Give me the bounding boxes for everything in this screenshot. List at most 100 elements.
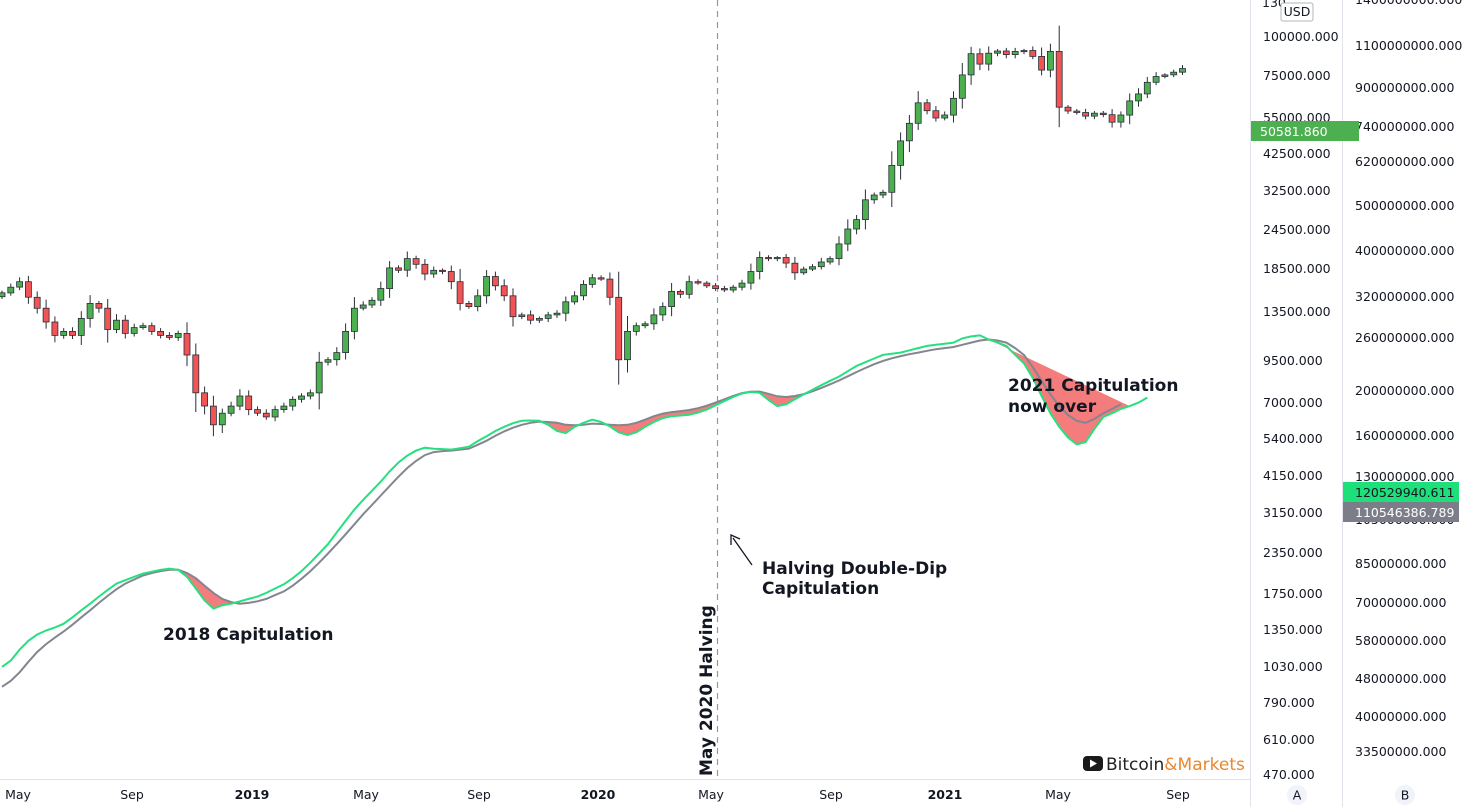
price-b-tick-label: 48000000.000: [1355, 671, 1447, 686]
price-a-tick-label: 610.000: [1263, 732, 1315, 747]
candle: [456, 268, 464, 311]
candle: [1170, 69, 1178, 78]
current-price-tag[interactable]: 50581.860: [1251, 121, 1359, 141]
time-tick-label: Sep: [1166, 787, 1190, 802]
candle: [1126, 93, 1134, 125]
candle: [368, 297, 376, 308]
candle: [0, 290, 6, 299]
capitulation-fill: [178, 569, 240, 609]
price-b-tick-label: 160000000.000: [1355, 428, 1454, 443]
candle: [553, 310, 561, 318]
candle: [254, 406, 261, 416]
candle: [817, 257, 825, 270]
candle: [183, 322, 191, 367]
candle: [24, 275, 32, 304]
candle: [1143, 76, 1151, 99]
candle: [69, 327, 76, 339]
candle: [879, 189, 887, 199]
candle: [888, 151, 896, 208]
candle: [606, 272, 614, 306]
candle: [148, 322, 156, 335]
candle: [1002, 47, 1010, 59]
candle: [412, 255, 420, 269]
watermark-markets: &Markets: [1164, 755, 1245, 775]
candle: [1135, 88, 1142, 107]
price-b-tick-label: 1100000000.000: [1355, 38, 1462, 53]
candle: [738, 279, 746, 291]
candle: [773, 256, 781, 262]
candle: [712, 283, 719, 291]
svg-text:A: A: [1293, 788, 1302, 803]
usd-unit-label[interactable]: USD: [1280, 2, 1314, 22]
candle: [51, 316, 59, 343]
candle: [421, 259, 429, 281]
candle: [1091, 111, 1098, 120]
price-a-tick-label: 100000.000: [1263, 29, 1339, 44]
candle: [430, 266, 438, 278]
candle: [791, 256, 799, 280]
price-b-tick-label: 900000000.000: [1355, 80, 1454, 95]
price-b-tick-label: 740000000.000: [1355, 119, 1454, 134]
candle: [985, 46, 993, 71]
time-tick-label: May: [1045, 787, 1071, 802]
candle: [350, 297, 358, 340]
price-b-tick-label: 320000000.000: [1355, 289, 1454, 304]
capitulation-fill: [601, 389, 813, 435]
price-a-tick-label: 470.000: [1263, 767, 1315, 782]
candle: [800, 266, 808, 275]
candle: [809, 264, 816, 271]
annotation-arrow: [730, 533, 753, 566]
axis-a-button[interactable]: A: [1287, 785, 1307, 805]
candle: [632, 322, 640, 336]
candle: [359, 301, 367, 311]
price-b-tick-label: 33500000.000: [1355, 744, 1447, 759]
candle: [950, 91, 957, 123]
candle: [165, 332, 173, 340]
plot-area[interactable]: [0, 0, 1186, 779]
time-tick-label: Sep: [120, 787, 144, 802]
candle: [289, 396, 297, 411]
slow-ma-line: [1, 338, 1122, 688]
candle: [765, 255, 772, 262]
axis-b-button[interactable]: B: [1395, 785, 1415, 805]
candle: [870, 192, 878, 204]
candle: [42, 299, 50, 329]
price-a-tick-label: 1030.000: [1263, 659, 1323, 674]
price-a-tick-label: 5400.000: [1263, 431, 1323, 446]
candle: [518, 312, 526, 320]
candle: [826, 256, 834, 265]
candle: [192, 343, 200, 412]
candle: [862, 189, 869, 230]
candle: [227, 401, 235, 417]
price-a-tick-label: 1350.000: [1263, 622, 1323, 637]
slow-ma-value-tag[interactable]: 110546386.789: [1343, 502, 1459, 522]
time-tick-label: May: [5, 787, 31, 802]
candle: [86, 295, 94, 328]
candle: [729, 284, 737, 293]
svg-text:Bitcoin&Markets: Bitcoin&Markets: [1106, 755, 1245, 775]
candle: [932, 106, 940, 122]
price-a-tick-label: 13500.000: [1263, 304, 1331, 319]
candle: [1047, 43, 1054, 78]
time-axis[interactable]: May Sep 2019 May Sep 2020 May Sep 2021 May Sep: [0, 779, 1250, 803]
candle: [615, 271, 623, 385]
annotations: 2018 Capitulation 2021 Capitulation now …: [163, 376, 1178, 776]
price-a-tick-label: 790.000: [1263, 695, 1315, 710]
time-tick-label: 2021: [928, 787, 963, 802]
candle: [174, 330, 182, 341]
candle: [1064, 105, 1072, 114]
price-b-tick-label: 58000000.000: [1355, 633, 1447, 648]
price-a-tick-label: 24500.000: [1263, 222, 1331, 237]
annotation-2021-capitulation-line2: now over: [1008, 397, 1097, 417]
candle: [377, 281, 385, 306]
play-triangle-icon: [1090, 759, 1097, 768]
candle: [941, 111, 949, 121]
price-a-tick-label: 32500.000: [1263, 183, 1331, 198]
time-tick-label: May: [698, 787, 724, 802]
candle: [95, 300, 103, 313]
candle: [747, 263, 755, 290]
fast-ma-value-tag[interactable]: 120529940.611: [1343, 482, 1459, 502]
candle: [262, 409, 270, 420]
candle: [104, 299, 112, 343]
